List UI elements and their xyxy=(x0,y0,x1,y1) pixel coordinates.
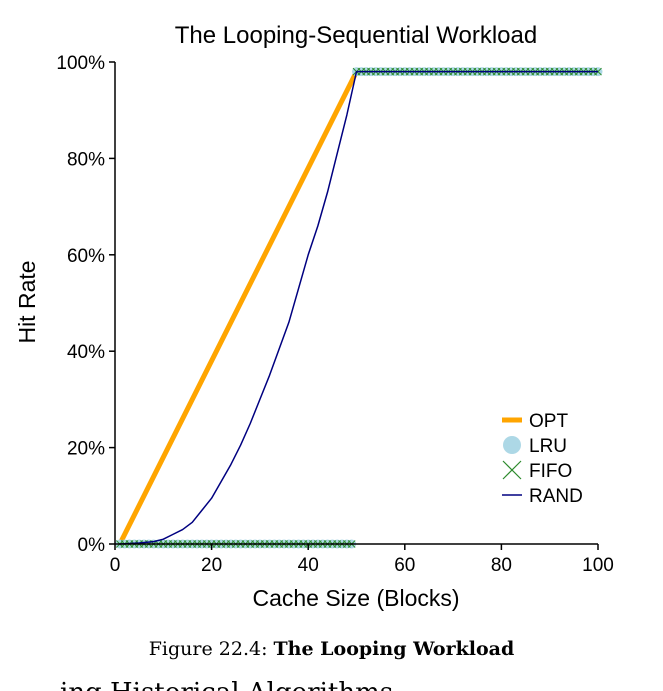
x-tick-label: 60 xyxy=(394,555,415,576)
legend: OPT LRU FIFO RAND xyxy=(502,411,583,507)
caption-prefix: Figure 22.4: xyxy=(148,638,274,660)
chart: The Looping-Sequential Workload Hit Rate… xyxy=(14,22,614,611)
series-opt-line xyxy=(117,69,598,546)
legend-label-fifo: FIFO xyxy=(529,461,572,482)
x-tick-label: 100 xyxy=(582,555,614,576)
x-ticks: 0 20 40 60 80 100 xyxy=(110,544,614,576)
legend-label-lru: LRU xyxy=(529,436,567,457)
legend-label-rand: RAND xyxy=(529,486,583,507)
y-ticks: 0% 20% 40% 60% 80% 100% xyxy=(56,53,115,556)
x-tick-label: 40 xyxy=(298,555,319,576)
y-tick-label: 60% xyxy=(67,246,105,267)
legend-lru-swatch xyxy=(503,436,521,454)
x-tick-label: 80 xyxy=(491,555,512,576)
y-tick-label: 40% xyxy=(67,342,105,363)
figure-caption: Figure 22.4: The Looping Workload xyxy=(0,638,663,660)
x-tick-label: 20 xyxy=(201,555,222,576)
chart-title: The Looping-Sequential Workload xyxy=(175,22,537,49)
x-tick-label: 0 xyxy=(110,555,121,576)
legend-fifo-swatch xyxy=(502,460,522,480)
x-axis-label: Cache Size (Blocks) xyxy=(252,585,459,611)
series-rand-line xyxy=(119,70,598,545)
caption-title: The Looping Workload xyxy=(273,638,515,660)
y-tick-label: 80% xyxy=(67,149,105,170)
y-tick-label: 0% xyxy=(78,535,106,556)
y-tick-label: 100% xyxy=(56,53,105,74)
legend-label-opt: OPT xyxy=(529,411,568,432)
cutoff-heading: ing Historical Algorithms xyxy=(60,676,660,691)
y-tick-label: 20% xyxy=(67,439,105,460)
y-axis-label: Hit Rate xyxy=(14,260,40,343)
